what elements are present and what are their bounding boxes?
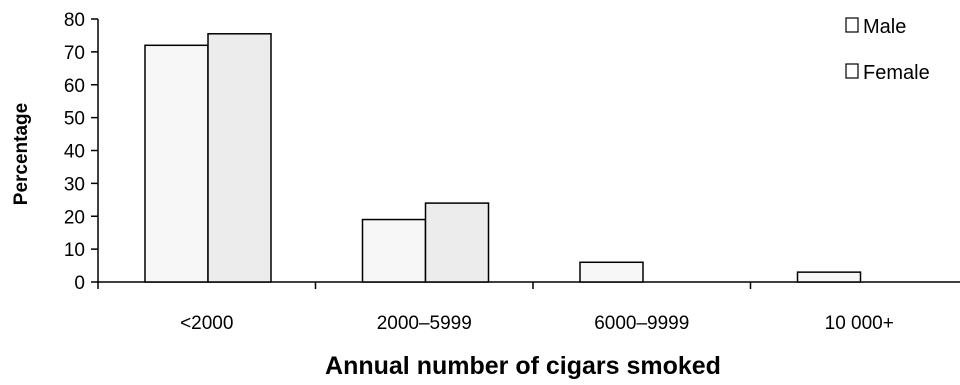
x-category-label: 10 000+	[825, 313, 894, 334]
bar-male-3	[796, 271, 862, 283]
x-axis: <2000 2000–5999 6000–9999 10 000+	[97, 281, 960, 334]
bar-female-1	[424, 202, 490, 283]
y-tick-label: 20	[64, 207, 85, 228]
y-tick-label: 40	[64, 142, 85, 163]
y-tick-label: 10	[64, 240, 85, 261]
bars	[144, 33, 862, 283]
y-tick-label: 50	[64, 109, 85, 130]
legend: Male Female	[845, 16, 930, 84]
legend-swatch-male	[845, 17, 859, 33]
y-tick-label: 70	[64, 43, 85, 64]
y-tick-label: 30	[64, 174, 85, 195]
x-category-label: <2000	[180, 313, 233, 334]
legend-label-male: Male	[863, 16, 906, 38]
y-ticks: 0 10 20 30 40 50 60 70 80	[64, 10, 98, 294]
legend-label-female: Female	[863, 62, 930, 84]
bar-male-2	[579, 261, 644, 283]
bar-male-0	[144, 44, 209, 283]
y-tick-label: 80	[64, 10, 85, 31]
y-tick-label: 60	[64, 76, 85, 97]
y-tick-label: 0	[74, 273, 85, 294]
legend-swatch-female	[845, 63, 859, 79]
bar-male-1	[361, 218, 427, 283]
x-category-label: 6000–9999	[594, 313, 689, 334]
y-axis: 0 10 20 30 40 50 60 70 80	[64, 10, 99, 294]
x-axis-title: Annual number of cigars smoked	[325, 352, 721, 380]
bar-female-0	[207, 33, 272, 283]
x-category-label: 2000–5999	[377, 313, 472, 334]
x-ticks: <2000 2000–5999 6000–9999 10 000+	[97, 282, 894, 334]
y-axis-title: Percentage	[11, 103, 32, 205]
